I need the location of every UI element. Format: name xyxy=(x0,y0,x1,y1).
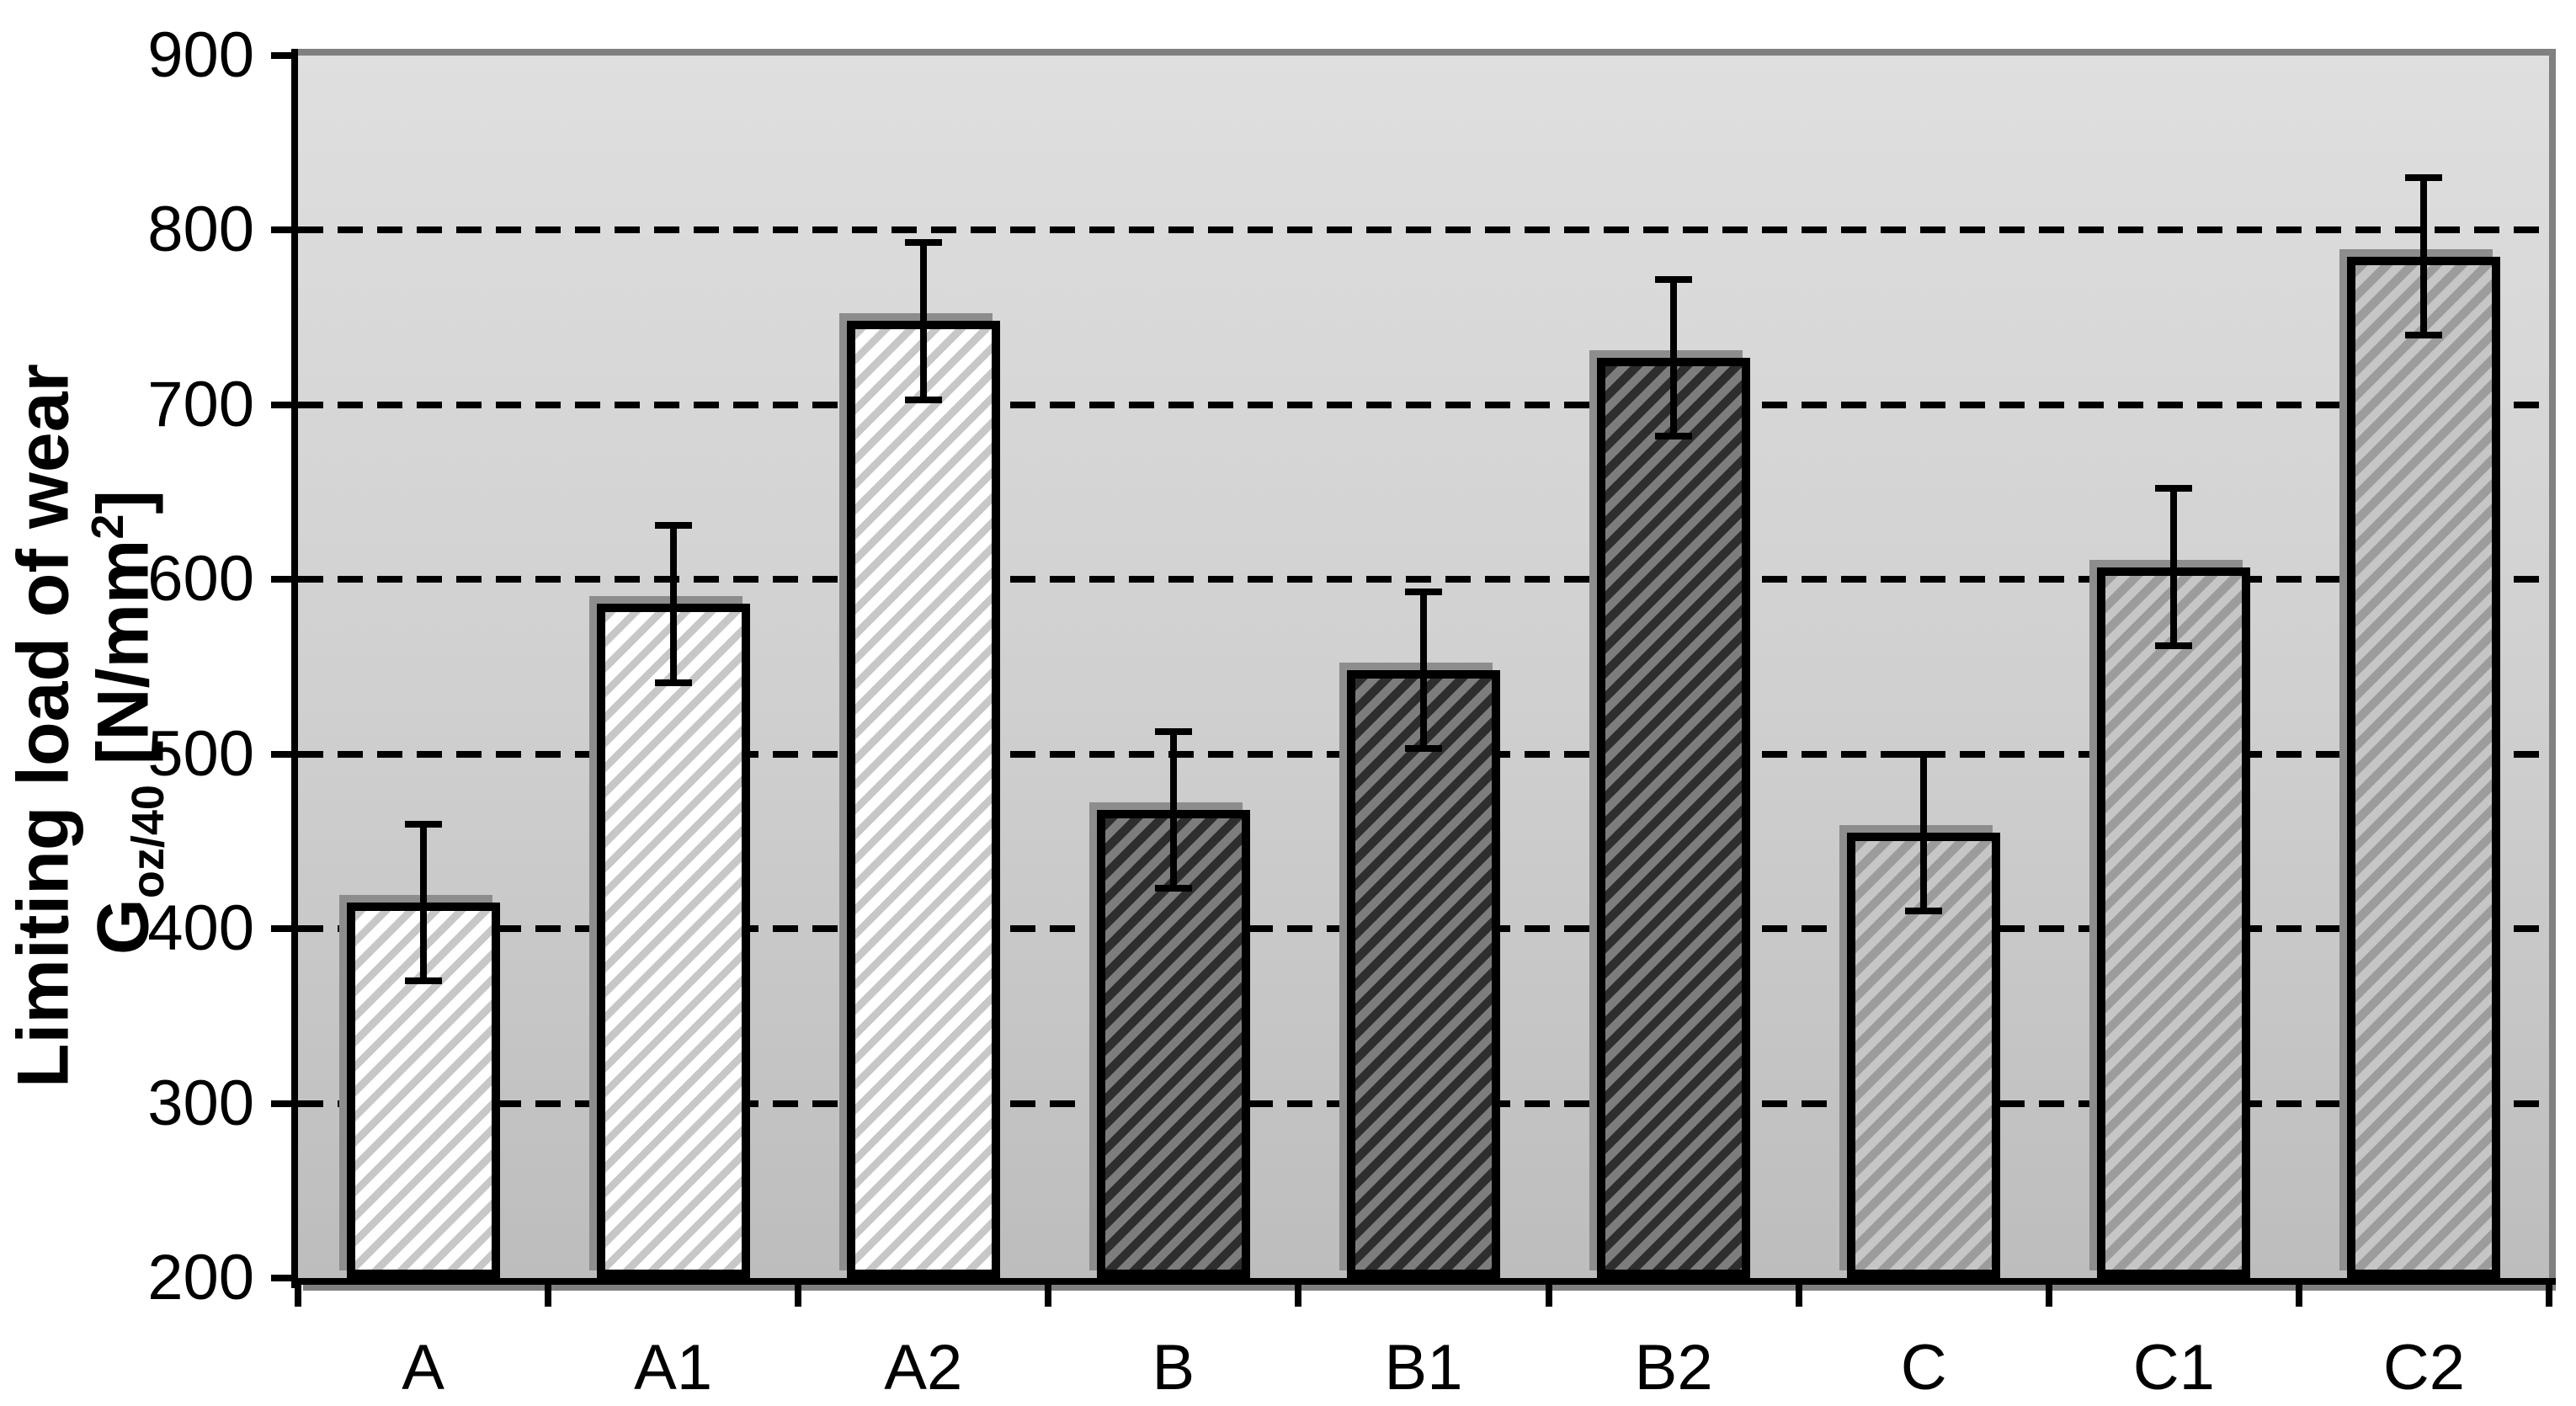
x-tick-label-A: A xyxy=(402,1332,444,1403)
x-boundary-tick-3 xyxy=(1045,1285,1052,1307)
plot-border-top xyxy=(298,49,2556,56)
y-tick-200 xyxy=(271,1275,291,1281)
error-cap-bottom-A xyxy=(404,977,442,985)
x-boundary-tick-7 xyxy=(2045,1285,2052,1307)
error-cap-top-B1 xyxy=(1405,588,1442,595)
y-tick-label-400: 400 xyxy=(147,892,254,965)
x-boundary-tick-2 xyxy=(795,1285,802,1307)
error-cap-top-C xyxy=(1905,750,1943,758)
error-cap-top-A2 xyxy=(904,238,942,246)
x-boundary-tick-4 xyxy=(1295,1285,1302,1307)
error-bar-B2 xyxy=(1670,279,1678,437)
x-tick-label-C: C xyxy=(1900,1332,1947,1403)
x-boundary-tick-8 xyxy=(2295,1285,2302,1307)
y-tick-600 xyxy=(271,576,291,583)
error-bar-C2 xyxy=(2420,178,2428,335)
y-axis-unit-close: ] xyxy=(82,489,164,514)
error-bar-C1 xyxy=(2170,488,2178,647)
y-tick-300 xyxy=(271,1100,291,1107)
y-tick-800 xyxy=(271,226,291,234)
x-tick-label-A1: A1 xyxy=(634,1332,713,1403)
error-cap-top-B2 xyxy=(1655,275,1693,283)
error-cap-bottom-C1 xyxy=(2155,642,2193,650)
y-axis-unit-exponent: 2 xyxy=(82,514,134,540)
error-bar-A xyxy=(419,823,427,982)
x-tick-label-A2: A2 xyxy=(884,1332,963,1403)
y-tick-500 xyxy=(271,750,291,758)
x-tick-label-C1: C1 xyxy=(2132,1332,2215,1403)
x-boundary-tick-6 xyxy=(1795,1285,1802,1307)
error-cap-bottom-B1 xyxy=(1405,745,1442,753)
y-tick-label-600: 600 xyxy=(147,543,254,615)
y-tick-label-500: 500 xyxy=(147,717,254,790)
gridline-600 xyxy=(298,576,2549,583)
y-axis-line xyxy=(291,49,298,1288)
x-boundary-tick-5 xyxy=(1545,1285,1552,1307)
gridline-700 xyxy=(298,401,2549,408)
error-bar-C xyxy=(1920,754,1928,912)
plot-border-right xyxy=(2549,49,2556,1285)
y-tick-label-200: 200 xyxy=(147,1242,254,1313)
x-axis-line xyxy=(291,1278,2556,1285)
error-cap-top-A1 xyxy=(654,521,692,529)
x-boundary-tick-9 xyxy=(2546,1285,2552,1307)
bar-B2 xyxy=(1597,357,1751,1278)
y-tick-400 xyxy=(271,925,291,933)
y-tick-label-900: 900 xyxy=(147,19,254,91)
error-cap-bottom-B xyxy=(1154,885,1192,892)
error-bar-B1 xyxy=(1420,591,1427,749)
bar-A2 xyxy=(846,321,1000,1278)
x-axis-shadow-line xyxy=(303,1285,2556,1291)
x-tick-label-B2: B2 xyxy=(1634,1332,1713,1403)
error-cap-bottom-C xyxy=(1905,908,1943,915)
x-tick-label-B1: B1 xyxy=(1384,1332,1463,1403)
error-bar-B xyxy=(1169,731,1177,889)
y-axis-symbol-subscript: oz/40 xyxy=(122,785,173,899)
plot-area xyxy=(298,56,2549,1278)
error-cap-top-C1 xyxy=(2155,485,2193,493)
error-cap-top-A xyxy=(404,820,442,828)
y-tick-900 xyxy=(271,52,291,59)
x-boundary-tick-1 xyxy=(545,1285,552,1307)
bar-C2 xyxy=(2347,256,2501,1278)
gridline-800 xyxy=(298,226,2549,234)
x-boundary-tick-0 xyxy=(295,1285,301,1307)
bar-B1 xyxy=(1347,670,1500,1278)
y-tick-label-800: 800 xyxy=(147,194,254,266)
error-cap-bottom-A2 xyxy=(904,396,942,403)
y-tick-label-700: 700 xyxy=(147,368,254,440)
error-cap-bottom-C2 xyxy=(2405,331,2443,338)
error-cap-top-B xyxy=(1154,727,1192,735)
x-tick-label-B: B xyxy=(1152,1332,1195,1403)
error-bar-A1 xyxy=(669,525,677,683)
error-cap-bottom-A1 xyxy=(654,679,692,686)
error-cap-bottom-B2 xyxy=(1655,433,1693,440)
y-tick-label-300: 300 xyxy=(147,1067,254,1139)
y-tick-700 xyxy=(271,401,291,408)
error-bar-A2 xyxy=(919,242,927,400)
error-cap-top-C2 xyxy=(2405,174,2443,182)
bar-A1 xyxy=(596,604,750,1278)
bar-C1 xyxy=(2097,567,2251,1278)
x-tick-label-C2: C2 xyxy=(2382,1332,2466,1403)
